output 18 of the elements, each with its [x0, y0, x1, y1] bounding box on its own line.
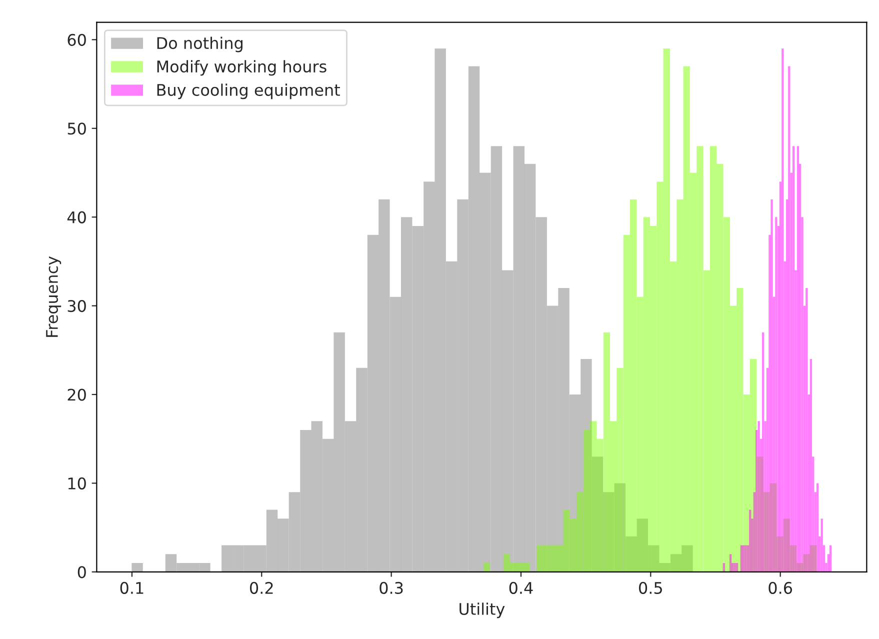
x-tick-label: 0.3 — [380, 582, 403, 594]
x-tick-label: 0.1 — [120, 582, 144, 594]
x-tick-label: 0.5 — [639, 582, 662, 594]
x-tick-label: 0.2 — [250, 582, 273, 594]
legend-label: Do nothing — [157, 36, 242, 52]
legend-label: Modify working hours — [157, 60, 326, 76]
y-tick-label: 30 — [68, 300, 86, 312]
y-tick-label: 40 — [67, 211, 86, 224]
legend-label: Buy cooling equipment — [157, 84, 340, 100]
y-tick-label: 50 — [68, 122, 86, 135]
y-tick-label: 10 — [68, 477, 86, 490]
y-axis-title: Frequency — [46, 256, 62, 337]
x-tick-label: 0.4 — [509, 582, 533, 594]
y-tick-label: 0 — [78, 566, 86, 578]
y-tick-label: 60 — [68, 34, 86, 46]
y-tick-label: 20 — [68, 388, 86, 401]
x-tick-label: 0.6 — [768, 582, 792, 594]
x-axis-title: Utility — [460, 602, 505, 618]
